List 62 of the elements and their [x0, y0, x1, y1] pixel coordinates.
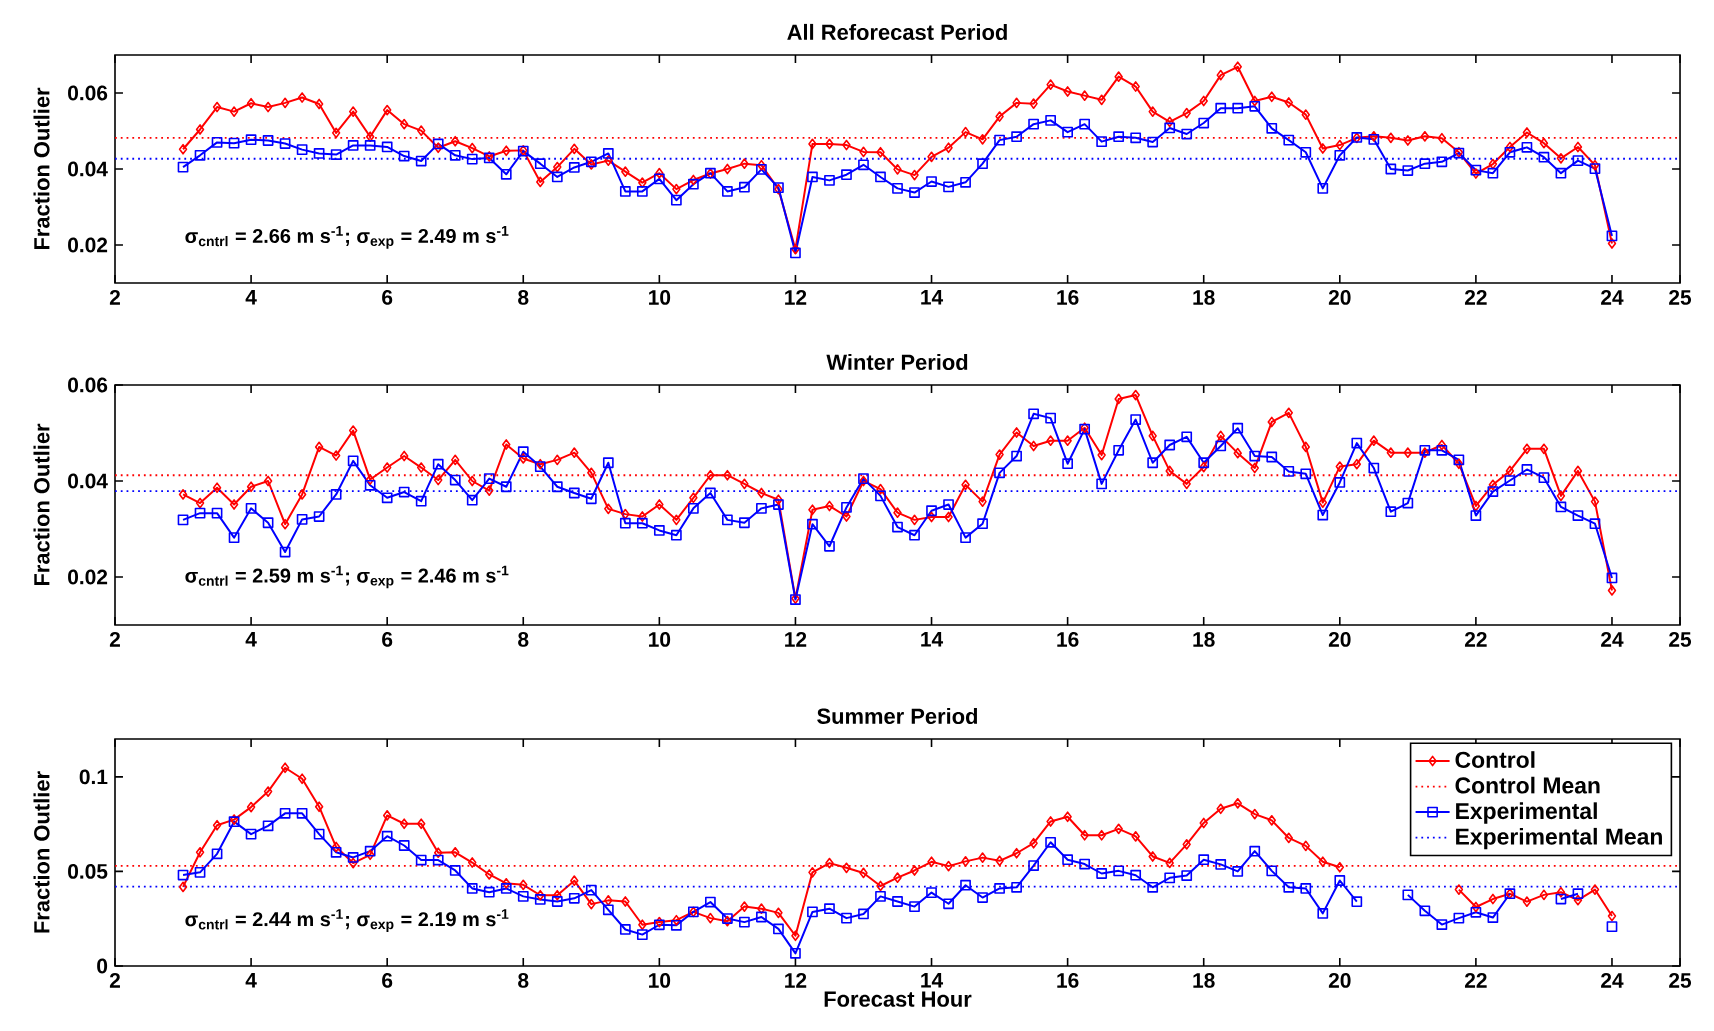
legend-label: Experimental Mean [1456, 827, 1662, 850]
x-tick-label: 16 [1057, 632, 1079, 647]
x-tick-label: 25 [1669, 632, 1692, 647]
legend-label: Control [1455, 751, 1535, 768]
x-tick-label: 10 [649, 973, 671, 988]
y-axis-title: Fraction Outlier [33, 423, 50, 586]
x-tick-label: 10 [649, 290, 671, 305]
x-tick-label: 18 [1193, 973, 1215, 988]
x-tick-label: 24 [1601, 973, 1624, 988]
y-tick-label: 0.06 [68, 85, 108, 101]
chart-title: All Reforecast Period [787, 23, 1007, 40]
y-tick-label: 0 [97, 958, 108, 974]
x-tick-label: 6 [382, 632, 393, 647]
chart-title: Summer Period [817, 707, 978, 724]
x-tick-label: 25 [1669, 973, 1692, 988]
x-tick-label: 12 [785, 290, 807, 305]
x-tick-label: 18 [1193, 290, 1215, 305]
x-tick-label: 8 [518, 632, 529, 647]
x-tick-label: 22 [1464, 632, 1487, 647]
x-tick-label: 2 [109, 632, 120, 647]
x-tick-label: 22 [1464, 973, 1487, 988]
y-tick-label: 0.02 [68, 237, 108, 253]
x-axis-title: Forecast Hour [824, 991, 972, 1007]
annotation: σ$_{cntrl}$ = 2.44 m s$^{-1}$; σ$_{exp}$ = 2.19 m s$^{-1}$ [185, 909, 509, 932]
x-tick-label: 14 [921, 290, 944, 305]
legend-label: Control Mean [1455, 776, 1600, 794]
x-tick-label: 10 [649, 632, 671, 647]
y-tick-label: 0.02 [68, 569, 108, 585]
x-tick-label: 2 [109, 290, 120, 305]
annotation: σ$_{cntrl}$ = 2.59 m s$^{-1}$; σ$_{exp}$ = 2.46 m s$^{-1}$ [185, 565, 509, 589]
x-tick-label: 8 [518, 973, 529, 988]
x-tick-label: 16 [1057, 973, 1079, 988]
x-tick-label: 12 [785, 973, 807, 988]
x-tick-label: 4 [245, 632, 257, 647]
x-tick-label: 24 [1601, 632, 1624, 647]
x-tick-label: 6 [382, 973, 393, 988]
x-tick-label: 14 [921, 973, 944, 988]
x-tick-label: 2 [109, 973, 120, 988]
x-tick-label: 8 [518, 290, 529, 305]
x-tick-label: 4 [245, 973, 257, 988]
y-tick-label: 0.04 [68, 473, 108, 489]
x-tick-label: 22 [1464, 290, 1487, 305]
x-tick-label: 20 [1328, 973, 1351, 988]
y-tick-label: 0.05 [68, 864, 108, 879]
y-tick-label: 0.1 [79, 769, 108, 785]
x-tick-label: 12 [785, 632, 807, 647]
y-axis-title: Fraction Outlier [33, 771, 50, 933]
x-tick-label: 14 [921, 632, 944, 647]
x-tick-label: 6 [382, 290, 393, 305]
y-tick-label: 0.06 [68, 377, 108, 393]
annotation: σ$_{cntrl}$ = 2.66 m s$^{-1}$; σ$_{exp}$ = 2.49 m s$^{-1}$ [185, 226, 509, 249]
x-tick-label: 25 [1669, 290, 1692, 305]
chart-title: Winter Period [826, 353, 968, 370]
x-tick-label: 18 [1193, 632, 1215, 647]
y-tick-label: 0.04 [68, 161, 108, 177]
x-tick-label: 24 [1601, 290, 1624, 305]
y-axis-title: Fraction Outlier [33, 87, 50, 250]
x-tick-label: 4 [245, 290, 257, 305]
x-tick-label: 16 [1057, 290, 1079, 305]
legend-label: Experimental [1456, 802, 1597, 824]
x-tick-label: 20 [1328, 632, 1351, 647]
x-tick-label: 20 [1328, 290, 1351, 305]
